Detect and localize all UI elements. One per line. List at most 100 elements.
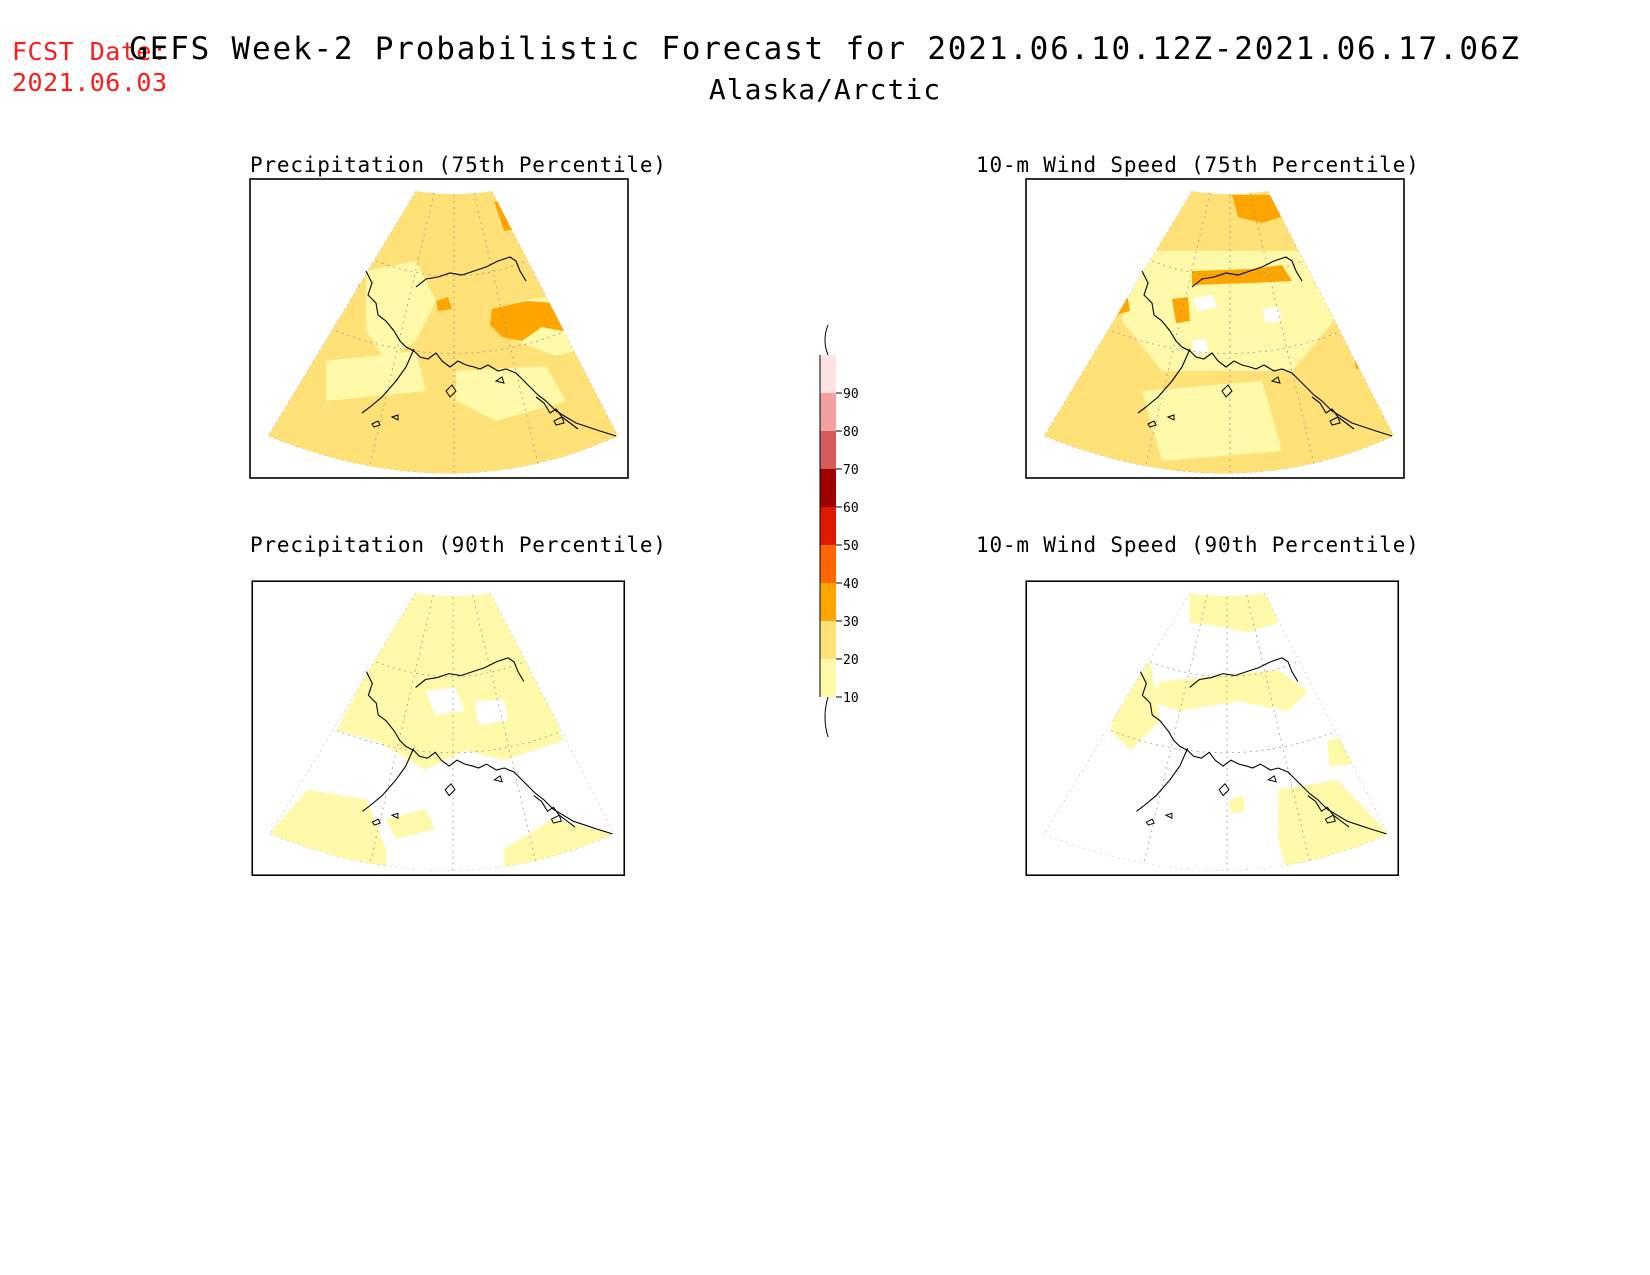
precip75-orange-region-center [436, 297, 452, 311]
longitude-line-4 [472, 594, 541, 871]
longitude-line-4 [473, 192, 543, 474]
colorbar-segment-20 [820, 621, 836, 659]
latitude-line-1 [335, 330, 567, 354]
colorbar-bottom-tip [824, 696, 829, 738]
probability-colorbar: 10 20 30 40 50 60 70 80 90 [819, 324, 859, 738]
region-subtitle: Alaska/Arctic [708, 73, 942, 106]
alaska-peninsula-coastline [362, 748, 415, 812]
map-fill-layer [269, 593, 615, 871]
latitude-line-0 [1043, 833, 1389, 871]
latitude-line-2 [1150, 661, 1299, 677]
alaska-coastline [365, 671, 613, 835]
island-1 [1166, 414, 1175, 421]
alaska-peninsula-coastline [1137, 348, 1191, 414]
island-4 [1324, 814, 1336, 824]
colorbar-label-50: 50 [843, 539, 859, 554]
precip75-light-region-southwest [326, 351, 426, 401]
panhandle-coastline [535, 396, 579, 430]
precip90-yellow-region-southwest [269, 789, 387, 871]
island-4 [553, 416, 565, 426]
longitude-line-3 [366, 594, 434, 871]
alaska-coastline [1141, 270, 1393, 437]
arctic-coastline [415, 657, 525, 688]
alaska-peninsula-coastline [361, 348, 415, 414]
colorbar-label-20: 20 [843, 653, 859, 668]
forecast-date-label: FCST Date: 2021.06.03 [12, 36, 168, 98]
wind90-yellow-region-southeast [1278, 779, 1389, 871]
colorbar-label-30: 30 [843, 615, 859, 630]
latitude-line-2 [375, 260, 527, 277]
island-1 [390, 414, 399, 421]
wind90-yellow-region-south [1228, 795, 1245, 814]
island-0 [1147, 420, 1157, 428]
precip75-light-region-west [366, 261, 436, 361]
colorbar-segment-60 [820, 469, 836, 507]
map-precip-75 [249, 178, 629, 479]
colorbar-segment-40 [820, 545, 836, 583]
precip90-white-gap-1 [425, 687, 465, 715]
island-3 [1270, 376, 1281, 384]
wind75-light-region-south [1142, 381, 1282, 461]
precip90-yellow-region-north [336, 593, 564, 770]
precip75-light-region-south [456, 366, 566, 421]
main-title: GEFS Week-2 Probabilistic Forecast for 2… [129, 31, 1521, 67]
fcst-label-text: FCST Date: [12, 37, 168, 66]
fcst-date-value: 2021.06.03 [12, 68, 168, 97]
colorbar-label-80: 80 [843, 425, 859, 440]
wind75-orange-region-arctic-coast [1192, 265, 1292, 285]
map-fill-layer [1044, 191, 1394, 474]
colorbar-label-70: 70 [843, 463, 859, 478]
island-3 [493, 775, 503, 783]
arctic-coastline [1189, 657, 1299, 688]
latitude-line-2 [376, 661, 525, 677]
panhandle-coastline [533, 795, 576, 828]
island-3 [1267, 775, 1277, 783]
latitude-line-0 [269, 833, 615, 871]
colorbar-label-60: 60 [843, 501, 859, 516]
longitude-line-1 [1264, 593, 1389, 835]
island-2 [1218, 782, 1230, 797]
map-precip-90 [251, 580, 626, 876]
colorbar-segment-80 [820, 393, 836, 431]
alaska-coastline [1139, 671, 1387, 835]
island-1 [1164, 812, 1173, 819]
island-2 [445, 384, 457, 398]
island-1 [390, 812, 399, 819]
panel-title-precip-90: Precipitation (90th Percentile) [250, 533, 667, 557]
panel-title-precip-75: Precipitation (75th Percentile) [250, 153, 667, 177]
panel-title-wind-90: 10-m Wind Speed (90th Percentile) [976, 533, 1420, 557]
arctic-coastline [1191, 256, 1303, 288]
latitude-line-1 [1110, 730, 1338, 754]
colorbar-segment-70 [820, 431, 836, 469]
island-0 [371, 420, 381, 428]
colorbar-label-10: 10 [843, 691, 859, 706]
island-4 [1329, 416, 1341, 426]
page-title: GEFS Week-2 Probabilistic Forecast for 2… [0, 31, 1650, 106]
colorbar-segment-10 [820, 659, 836, 697]
alaska-peninsula-coastline [1136, 748, 1189, 812]
latitude-line-0 [268, 435, 618, 474]
longitude-line-3 [1140, 594, 1208, 871]
island-2 [1221, 384, 1233, 398]
island-4 [550, 814, 562, 824]
latitude-line-1 [336, 730, 564, 754]
arctic-coastline [415, 256, 527, 288]
panhandle-coastline [1311, 396, 1355, 430]
longitude-line-3 [365, 192, 435, 474]
longitude-line-4 [1249, 192, 1319, 474]
alaska-coastline [365, 270, 617, 437]
map-fill-layer [1043, 593, 1389, 871]
colorbar-segment-90 [820, 355, 836, 393]
panhandle-coastline [1307, 795, 1350, 828]
island-2 [444, 782, 456, 797]
wind75-white-region-1 [1192, 295, 1218, 311]
latitude-line-2 [1151, 260, 1303, 277]
colorbar-label-90: 90 [843, 387, 859, 402]
precip90-white-gap-2 [474, 699, 509, 725]
wind90-yellow-region-arctic-coast [1150, 669, 1308, 711]
wind75-orange-region-center [1172, 297, 1190, 323]
wind90-yellow-region-north [1189, 593, 1279, 633]
island-0 [371, 818, 381, 826]
longitude-line-4 [1246, 594, 1315, 871]
map-wind-90 [1025, 580, 1400, 876]
